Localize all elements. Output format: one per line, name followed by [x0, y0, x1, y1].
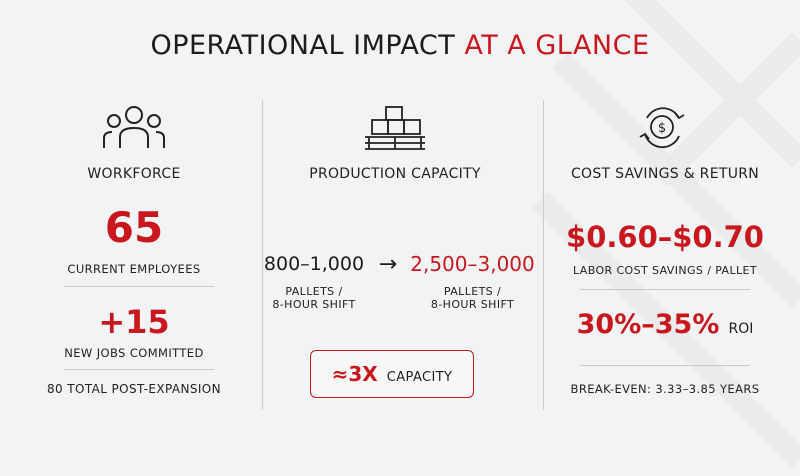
roi-line: 30%–35% ROI [552, 309, 778, 340]
title-main: OPERATIONAL IMPACT [150, 30, 456, 61]
capacity-multiplier: ≈3X [331, 362, 378, 386]
current-unit-line1: PALLETS / [285, 285, 343, 298]
column-divider-2 [543, 100, 544, 410]
future-capacity-value: 2,500–3,000 [410, 252, 535, 276]
jobs-label: NEW JOBS COMMITTED [64, 346, 204, 360]
current-unit-line2: 8-HOUR SHIFT [272, 298, 356, 311]
total-post-expansion: 80 TOTAL POST-EXPANSION [46, 382, 222, 396]
pallet-boxes-icon [365, 106, 425, 150]
workforce-divider-2 [64, 369, 214, 370]
capacity-label: CAPACITY [386, 370, 453, 385]
workforce-heading: WORKFORCE [87, 166, 181, 182]
future-unit-line2: 8-HOUR SHIFT [430, 298, 515, 311]
cost-divider-2 [580, 365, 750, 366]
arrow-right-icon: → [378, 252, 398, 277]
employees-value: 65 [104, 203, 164, 252]
background-pattern [532, 0, 800, 468]
breakeven-text: BREAK-EVEN: 3.33–3.85 YEARS [570, 382, 760, 396]
cost-heading: COST SAVINGS & RETURN [570, 166, 760, 182]
page-title: OPERATIONAL IMPACT AT A GLANCE [0, 30, 800, 61]
jobs-value: +15 [98, 303, 170, 341]
title-accent: AT A GLANCE [464, 30, 650, 61]
svg-text:$: $ [658, 121, 666, 136]
people-group-icon [103, 106, 165, 148]
production-heading: PRODUCTION CAPACITY [309, 166, 481, 182]
workforce-divider-1 [64, 286, 214, 287]
capacity-badge: ≈3X CAPACITY [310, 350, 474, 398]
savings-value: $0.60–$0.70 [566, 220, 764, 254]
column-divider-1 [262, 100, 263, 410]
roi-label: ROI [728, 321, 754, 337]
dollar-cycle-icon: $ [639, 107, 685, 149]
current-capacity-value: 800–1,000 [263, 253, 365, 275]
employees-label: CURRENT EMPLOYEES [67, 262, 201, 276]
future-unit-line1: PALLETS / [443, 285, 502, 298]
roi-value: 30%–35% [576, 309, 720, 340]
cost-divider-1 [580, 289, 750, 290]
savings-label: LABOR COST SAVINGS / PALLET [573, 264, 757, 277]
